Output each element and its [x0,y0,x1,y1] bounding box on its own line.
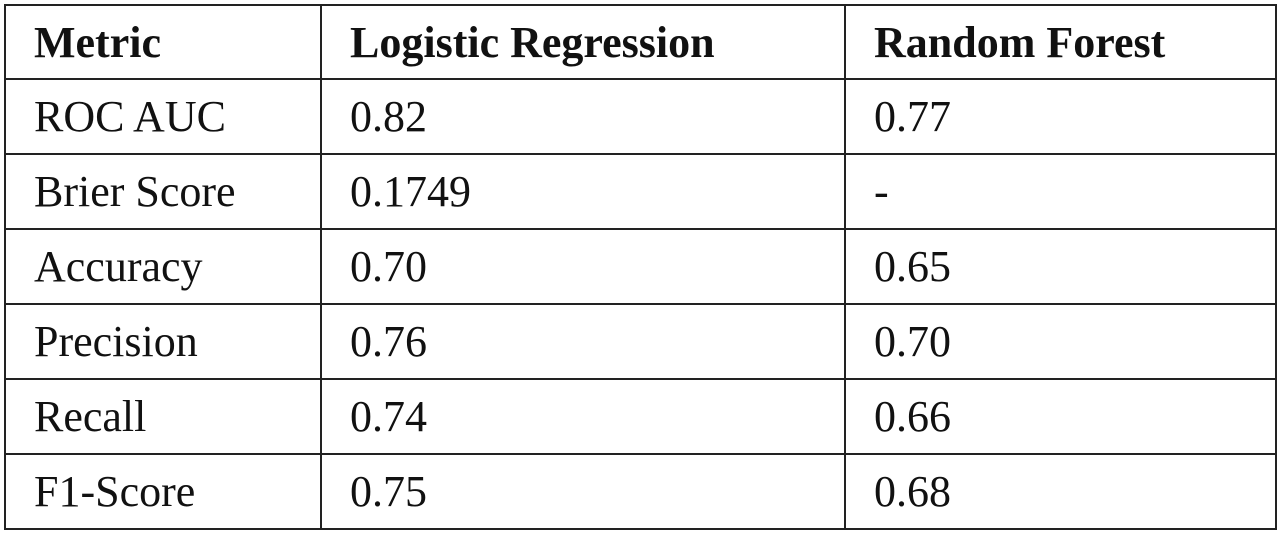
table-body: ROC AUC 0.82 0.77 Brier Score 0.1749 - A… [4,78,1277,530]
header-row: Metric Logistic Regression Random Forest [4,4,1277,80]
logistic-regression-cell: 0.76 [320,303,846,380]
header-random-forest: Random Forest [844,4,1277,80]
table-row: F1-Score 0.75 0.68 [4,453,1277,530]
table-row: ROC AUC 0.82 0.77 [4,78,1277,155]
random-forest-cell: - [844,153,1277,230]
logistic-regression-cell: 0.75 [320,453,846,530]
table-row: Recall 0.74 0.66 [4,378,1277,455]
metrics-table: Metric Logistic Regression Random Forest… [4,4,1277,530]
logistic-regression-cell: 0.1749 [320,153,846,230]
table-row: Precision 0.76 0.70 [4,303,1277,380]
metric-cell: Recall [4,378,322,455]
header-metric: Metric [4,4,322,80]
random-forest-cell: 0.68 [844,453,1277,530]
metric-cell: ROC AUC [4,78,322,155]
random-forest-cell: 0.65 [844,228,1277,305]
random-forest-cell: 0.66 [844,378,1277,455]
metric-cell: Accuracy [4,228,322,305]
random-forest-cell: 0.70 [844,303,1277,380]
metric-cell: F1-Score [4,453,322,530]
metric-cell: Brier Score [4,153,322,230]
header-logistic-regression: Logistic Regression [320,4,846,80]
logistic-regression-cell: 0.82 [320,78,846,155]
table-header: Metric Logistic Regression Random Forest [4,4,1277,80]
logistic-regression-cell: 0.70 [320,228,846,305]
metric-cell: Precision [4,303,322,380]
table-row: Brier Score 0.1749 - [4,153,1277,230]
logistic-regression-cell: 0.74 [320,378,846,455]
random-forest-cell: 0.77 [844,78,1277,155]
table-row: Accuracy 0.70 0.65 [4,228,1277,305]
